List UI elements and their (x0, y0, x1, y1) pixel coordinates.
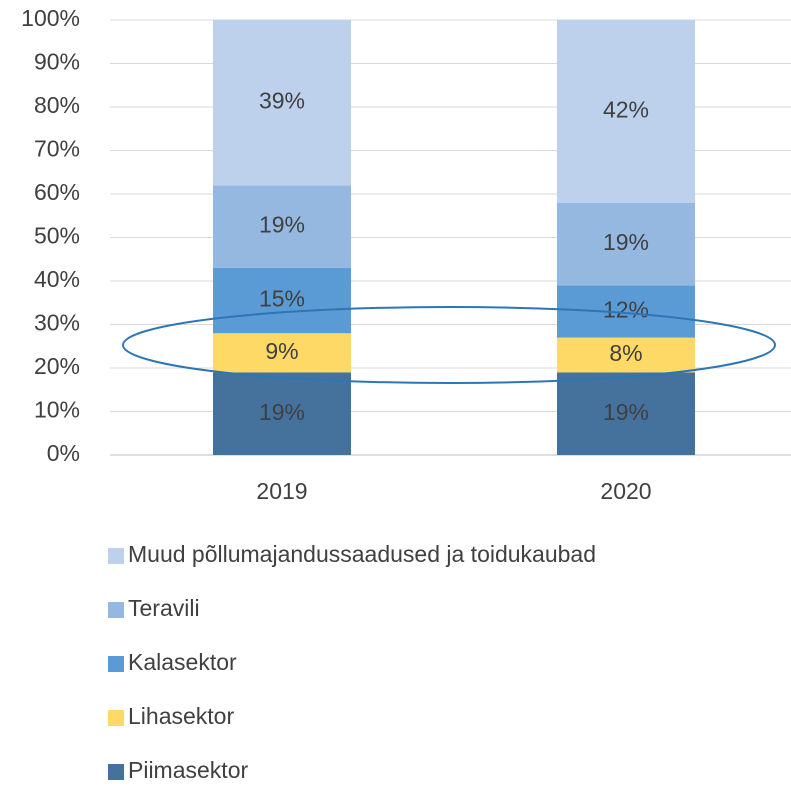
bar-segment (213, 267, 351, 334)
legend-label: Muud põllumajandussaadused ja toidukauba… (128, 541, 596, 567)
y-tick-label: 90% (34, 49, 80, 75)
data-label: 15% (259, 286, 305, 312)
highlight-ellipse (122, 306, 776, 384)
bar-segment (213, 185, 351, 268)
y-tick-label: 60% (34, 179, 80, 205)
bar-segment (557, 372, 695, 455)
data-label: 42% (603, 96, 649, 122)
data-label: 19% (259, 212, 305, 238)
bar-segment (557, 285, 695, 338)
bar-segment (557, 337, 695, 373)
bar-segment (557, 202, 695, 286)
y-tick-label: 80% (34, 92, 80, 118)
y-tick-label: 0% (47, 440, 80, 466)
y-tick-label: 10% (34, 397, 80, 423)
legend-label: Kalasektor (128, 649, 237, 675)
data-label: 19% (603, 399, 649, 425)
bar-segment (213, 333, 351, 373)
legend-swatch (108, 764, 124, 780)
y-tick-label: 50% (34, 223, 80, 249)
data-label: 39% (259, 88, 305, 114)
legend-label: Piimasektor (128, 757, 248, 783)
data-label: 19% (259, 399, 305, 425)
y-tick-label: 30% (34, 310, 80, 336)
bar-segment (213, 20, 351, 186)
x-tick-label: 2019 (256, 478, 307, 504)
y-tick-label: 40% (34, 266, 80, 292)
bars (213, 20, 695, 455)
labels: 0% 10% 20% 30% 40% 50% 60% 70% 80% 90% 100% 2019 19%… (21, 5, 651, 783)
bar-segment (213, 372, 351, 455)
y-tick-label: 70% (34, 136, 80, 162)
legend-label: Lihasektor (128, 703, 234, 729)
y-tick-label: 100% (21, 5, 80, 31)
bar-segment (557, 20, 695, 203)
x-tick-label: 2020 (600, 478, 651, 504)
data-label: 8% (609, 340, 642, 366)
legend-label: Teravili (128, 595, 200, 621)
legend-swatch (108, 548, 124, 564)
legend-swatch (108, 602, 124, 618)
y-tick-label: 20% (34, 353, 80, 379)
legend-swatch (108, 710, 124, 726)
data-label: 9% (265, 338, 298, 364)
data-label: 19% (603, 229, 649, 255)
legend-swatch (108, 656, 124, 672)
data-label: 12% (603, 297, 649, 323)
